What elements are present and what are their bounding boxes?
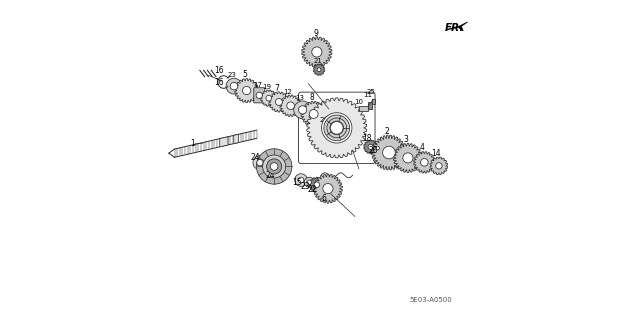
Circle shape [298, 177, 304, 183]
Text: 22: 22 [308, 185, 317, 194]
Circle shape [257, 149, 292, 184]
Text: 5E03-A0500: 5E03-A0500 [410, 297, 452, 303]
Circle shape [324, 115, 349, 141]
Text: 9: 9 [314, 28, 319, 38]
Circle shape [330, 122, 343, 134]
Circle shape [309, 109, 318, 118]
Circle shape [368, 144, 373, 149]
Bar [372, 99, 375, 104]
Circle shape [383, 146, 396, 159]
Polygon shape [301, 101, 326, 127]
Polygon shape [269, 92, 289, 112]
Polygon shape [309, 177, 324, 192]
Text: 15: 15 [292, 178, 302, 188]
Circle shape [327, 118, 347, 138]
Circle shape [314, 182, 320, 188]
Circle shape [304, 177, 314, 187]
Circle shape [266, 159, 282, 174]
Polygon shape [280, 95, 301, 116]
Text: 11: 11 [363, 92, 372, 98]
Text: 18: 18 [325, 120, 334, 126]
Text: 17: 17 [253, 82, 262, 88]
Circle shape [294, 174, 307, 186]
Circle shape [330, 121, 344, 135]
Text: 25: 25 [366, 89, 375, 95]
Text: 12: 12 [284, 89, 292, 95]
Bar [359, 106, 368, 111]
Circle shape [257, 160, 263, 166]
Circle shape [253, 156, 267, 170]
Bar [369, 102, 372, 108]
Polygon shape [220, 137, 228, 147]
Circle shape [226, 78, 242, 94]
Text: 7: 7 [275, 84, 280, 93]
Polygon shape [314, 64, 324, 75]
Text: 5: 5 [243, 70, 247, 79]
Text: 20: 20 [320, 117, 329, 123]
Text: 6: 6 [322, 194, 327, 203]
Polygon shape [234, 134, 239, 144]
Text: 23: 23 [228, 72, 237, 78]
Circle shape [312, 47, 322, 57]
Circle shape [321, 113, 352, 143]
Text: 19: 19 [262, 84, 271, 90]
Circle shape [403, 153, 413, 163]
Polygon shape [430, 157, 448, 174]
Circle shape [331, 119, 334, 122]
Circle shape [373, 143, 382, 153]
Text: 4: 4 [419, 143, 424, 152]
Text: FR.: FR. [445, 23, 464, 33]
Polygon shape [235, 78, 259, 103]
Circle shape [436, 163, 442, 169]
Text: 16: 16 [214, 65, 223, 75]
Circle shape [376, 146, 380, 150]
Text: 16: 16 [214, 78, 223, 87]
Circle shape [420, 159, 428, 166]
Text: 21: 21 [314, 58, 323, 64]
Polygon shape [314, 174, 342, 203]
Circle shape [270, 163, 278, 170]
Circle shape [329, 116, 337, 124]
Circle shape [325, 116, 330, 121]
Text: 3: 3 [403, 136, 408, 145]
Text: 8: 8 [309, 93, 314, 102]
Text: 10: 10 [355, 99, 364, 105]
Polygon shape [394, 143, 422, 173]
Text: 2: 2 [385, 127, 389, 136]
Circle shape [307, 180, 312, 184]
Circle shape [323, 113, 333, 123]
Circle shape [230, 82, 238, 90]
Circle shape [298, 106, 307, 114]
Circle shape [243, 86, 251, 95]
Polygon shape [458, 22, 468, 31]
Circle shape [262, 155, 285, 178]
Circle shape [287, 102, 294, 109]
Polygon shape [413, 152, 435, 173]
Circle shape [323, 183, 333, 194]
Text: 18: 18 [362, 134, 372, 143]
Text: 1: 1 [189, 139, 195, 148]
Text: 23: 23 [301, 182, 310, 190]
Polygon shape [301, 37, 332, 67]
Text: 24: 24 [251, 152, 260, 161]
Circle shape [294, 101, 312, 119]
Polygon shape [364, 140, 378, 154]
Polygon shape [260, 90, 277, 106]
Text: 24: 24 [265, 171, 275, 180]
Circle shape [266, 95, 271, 101]
Circle shape [256, 92, 262, 99]
Polygon shape [372, 135, 406, 170]
Text: 14: 14 [431, 149, 440, 158]
FancyBboxPatch shape [254, 88, 265, 103]
Circle shape [317, 68, 321, 71]
Text: 13: 13 [296, 95, 305, 101]
Polygon shape [307, 98, 367, 158]
Text: 20: 20 [369, 146, 379, 155]
Circle shape [275, 99, 282, 105]
